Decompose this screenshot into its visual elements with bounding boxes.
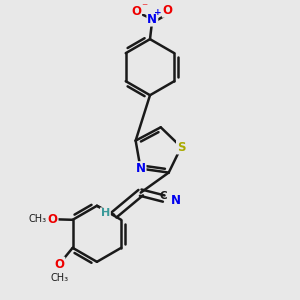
Text: H: H — [101, 208, 110, 218]
Text: C: C — [160, 191, 167, 202]
Text: N: N — [170, 194, 181, 206]
Text: S: S — [177, 140, 185, 154]
Text: O: O — [48, 213, 58, 226]
Text: CH₃: CH₃ — [50, 273, 68, 283]
Text: N: N — [136, 162, 146, 175]
Text: O: O — [163, 4, 173, 17]
Text: ⁻: ⁻ — [141, 2, 148, 15]
Text: +: + — [154, 8, 162, 17]
Text: O: O — [131, 5, 141, 18]
Text: N: N — [147, 13, 158, 26]
Text: O: O — [54, 257, 64, 271]
Text: CH₃: CH₃ — [28, 214, 46, 224]
